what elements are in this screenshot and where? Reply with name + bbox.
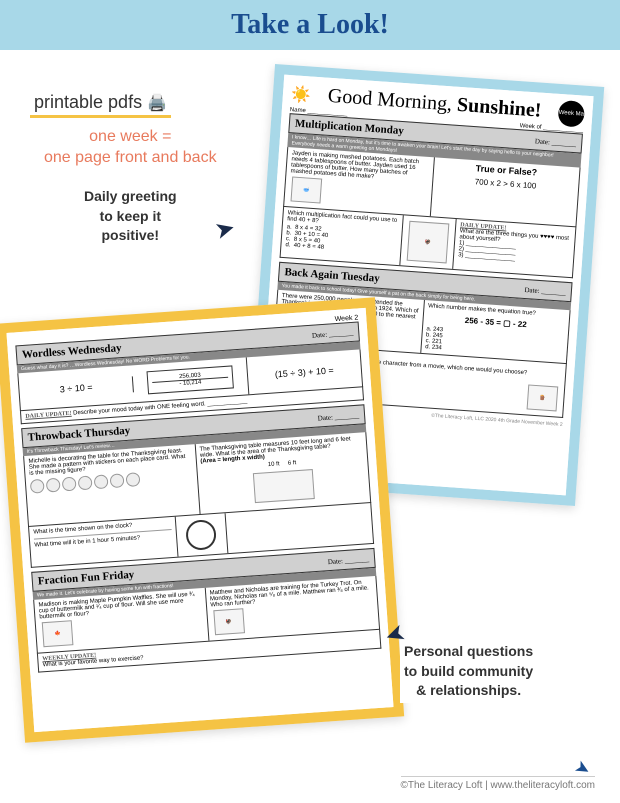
worksheet-back-card: Week 2 Wordless Wednesday Date: _______ … <box>0 297 404 742</box>
header-bar: Take a Look! <box>0 0 620 50</box>
page-title: Take a Look! <box>231 9 389 41</box>
waffle-icon: 🍁 <box>42 620 74 647</box>
wed-eq-3: (15 ÷ 3) + 10 = <box>247 360 361 384</box>
monday-true-false: True or False? 700 x 2 > 6 x 100 <box>430 157 579 226</box>
table-icon <box>253 469 315 503</box>
personal-questions-callout: Personal questions to build community & … <box>400 640 537 703</box>
arrow-icon: ➤ <box>212 213 239 246</box>
logs-icon: 🪵 <box>527 384 559 411</box>
footer-credit: ©The Literacy Loft | www.theliteracyloft… <box>401 776 595 791</box>
turkey-icon: 🦃 <box>407 221 450 264</box>
sun-icon: ☀️ <box>290 84 311 105</box>
wed-eq-1: 3 ÷ 10 = <box>19 376 134 400</box>
clock-icon <box>185 519 217 551</box>
week-badge: Week Ma <box>557 100 585 128</box>
monday-problem-2: Which multiplication fact could you use … <box>281 207 404 265</box>
thursday-problem-1: Michelle is decorating the table for the… <box>24 444 200 526</box>
clock-image <box>175 513 228 556</box>
monday-daily-update: DAILY UPDATE! What are the three things … <box>453 219 575 277</box>
printer-icon: 🖨️ <box>147 95 167 112</box>
tuesday-equation: Which number makes the equation true? 25… <box>421 300 570 363</box>
daily-greeting-callout: Daily greeting to keep it positive! <box>80 185 181 248</box>
one-week-label: one week = one page front and back <box>40 125 221 171</box>
potatoes-icon: 🥣 <box>291 176 323 203</box>
monday-problem-1: Jayden is making mashed potatoes. Each b… <box>284 147 434 216</box>
turkey-image: 🦃 <box>400 215 456 269</box>
printable-pdfs-label: printable pdfs 🖨️ <box>30 90 171 118</box>
turkey-trot-icon: 🦃 <box>213 608 245 635</box>
thursday-problem-2: The Thanksgiving table measures 10 feet … <box>195 432 370 514</box>
